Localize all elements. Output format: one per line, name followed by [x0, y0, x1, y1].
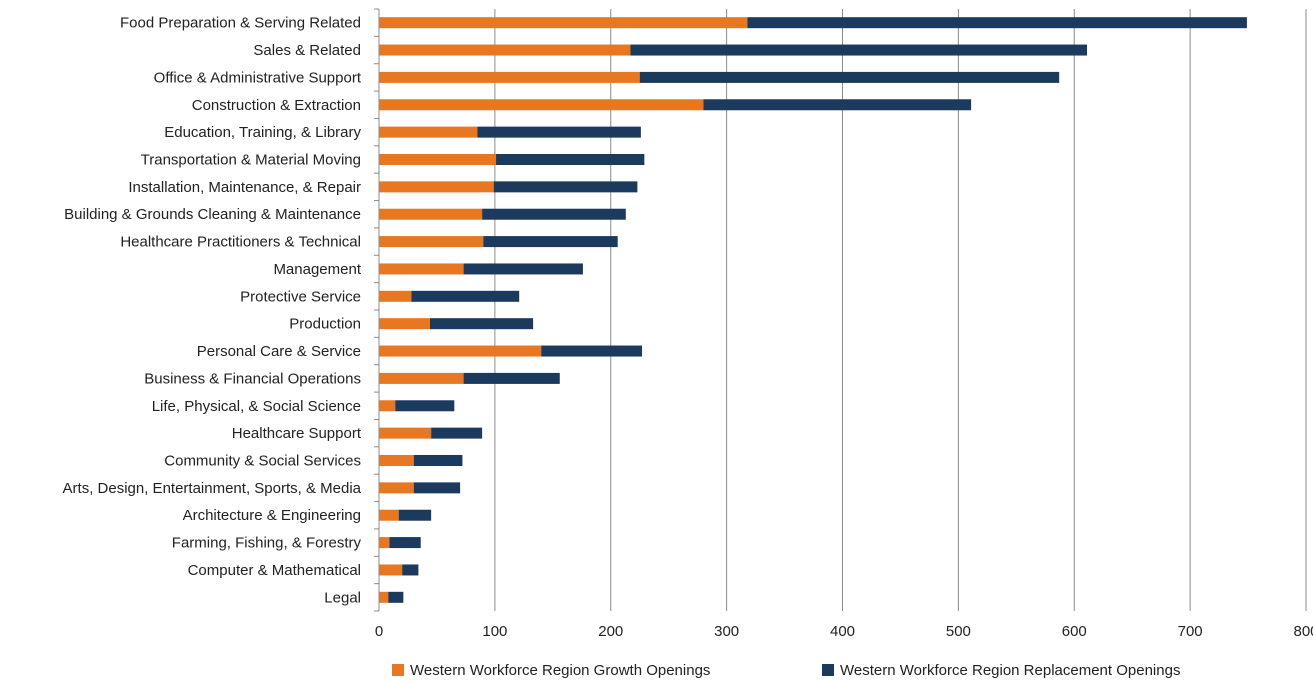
x-tick-label: 600: [1062, 623, 1087, 640]
x-tick-label: 400: [830, 623, 855, 640]
category-label: Building & Grounds Cleaning & Maintenanc…: [64, 206, 361, 223]
category-label: Legal: [324, 589, 361, 606]
bar-growth-openings: [379, 71, 640, 83]
x-tick-label: 500: [946, 623, 971, 640]
bar-growth-openings: [379, 482, 414, 494]
bar-replacement-openings: [429, 318, 534, 330]
category-label: Community & Social Services: [164, 453, 361, 470]
category-label: Business & Financial Operations: [144, 370, 361, 387]
bar-replacement-openings: [413, 482, 461, 494]
category-label: Protective Service: [240, 288, 361, 305]
bar-replacement-openings: [493, 181, 638, 193]
bar-growth-openings: [379, 372, 464, 384]
legend-swatch: [392, 664, 404, 676]
bar-replacement-openings: [477, 126, 641, 138]
bar-growth-openings: [379, 455, 414, 466]
category-label: Office & Administrative Support: [154, 69, 362, 86]
bar-growth-openings: [379, 400, 396, 412]
legend: Western Workforce Region Growth Openings…: [392, 662, 1180, 679]
bar-growth-openings: [379, 126, 478, 138]
bar-replacement-openings: [431, 427, 483, 439]
bar-replacement-openings: [482, 208, 626, 220]
bar-growth-openings: [379, 427, 432, 439]
bar-replacement-openings: [463, 263, 583, 275]
bar-series: [379, 17, 1247, 603]
bar-replacement-openings: [496, 154, 645, 165]
bar-replacement-openings: [388, 591, 404, 603]
category-label: Architecture & Engineering: [183, 507, 361, 524]
category-label: Healthcare Support: [232, 425, 362, 442]
x-tick-label: 0: [375, 623, 383, 640]
bar-growth-openings: [379, 154, 497, 165]
category-label: Farming, Fishing, & Forestry: [172, 535, 362, 552]
bar-growth-openings: [379, 509, 399, 521]
bar-replacement-openings: [463, 372, 560, 384]
bar-growth-openings: [379, 99, 704, 111]
bar-replacement-openings: [483, 236, 618, 248]
bar-growth-openings: [379, 181, 494, 193]
category-label: Life, Physical, & Social Science: [152, 398, 361, 415]
bar-growth-openings: [379, 263, 464, 275]
bar-replacement-openings: [541, 345, 643, 357]
category-labels: Food Preparation & Serving Related Sales …: [63, 15, 362, 607]
bar-growth-openings: [379, 345, 542, 357]
category-label: Installation, Maintenance, & Repair: [128, 179, 361, 196]
bar-growth-openings: [379, 17, 748, 29]
bar-growth-openings: [379, 290, 412, 302]
bar-replacement-openings: [747, 17, 1247, 29]
legend-label: Western Workforce Region Growth Openings: [410, 662, 710, 679]
x-tick-label: 100: [482, 623, 507, 640]
category-label: Transportation & Material Moving: [141, 152, 361, 169]
category-label: Healthcare Practitioners & Technical: [120, 234, 361, 251]
category-label: Computer & Mathematical: [188, 562, 361, 579]
bar-growth-openings: [379, 236, 484, 248]
bar-replacement-openings: [411, 290, 520, 302]
bar-replacement-openings: [630, 44, 1087, 56]
bar-growth-openings: [379, 208, 483, 220]
category-label: Sales & Related: [253, 42, 361, 59]
bar-growth-openings: [379, 591, 389, 603]
bar-replacement-openings: [639, 71, 1060, 83]
category-label: Construction & Extraction: [192, 97, 361, 114]
x-tick-label: 200: [598, 623, 623, 640]
bar-replacement-openings: [395, 400, 455, 412]
bar-replacement-openings: [703, 99, 972, 111]
category-label: Personal Care & Service: [197, 343, 361, 360]
bar-replacement-openings: [402, 564, 419, 576]
category-label: Food Preparation & Serving Related: [120, 15, 361, 32]
bar-growth-openings: [379, 564, 403, 576]
bar-replacement-openings: [413, 455, 463, 466]
category-label: Education, Training, & Library: [164, 124, 361, 141]
category-label: Production: [289, 316, 361, 333]
bar-growth-openings: [379, 318, 430, 330]
bar-replacement-openings: [389, 537, 421, 549]
legend-label: Western Workforce Region Replacement Ope…: [840, 662, 1180, 679]
legend-swatch: [822, 664, 834, 676]
bar-replacement-openings: [398, 509, 432, 521]
category-label: Management: [273, 261, 361, 278]
x-tick-label: 800: [1293, 623, 1313, 640]
bar-growth-openings: [379, 44, 631, 56]
x-tick-label: 700: [1178, 623, 1203, 640]
x-tick-label: 300: [714, 623, 739, 640]
axes: [374, 8, 380, 612]
bar-growth-openings: [379, 537, 390, 549]
x-tick-labels: 0 100 200 300 400 500 600 700 800: [375, 623, 1313, 640]
category-label: Arts, Design, Entertainment, Sports, & M…: [63, 480, 362, 497]
